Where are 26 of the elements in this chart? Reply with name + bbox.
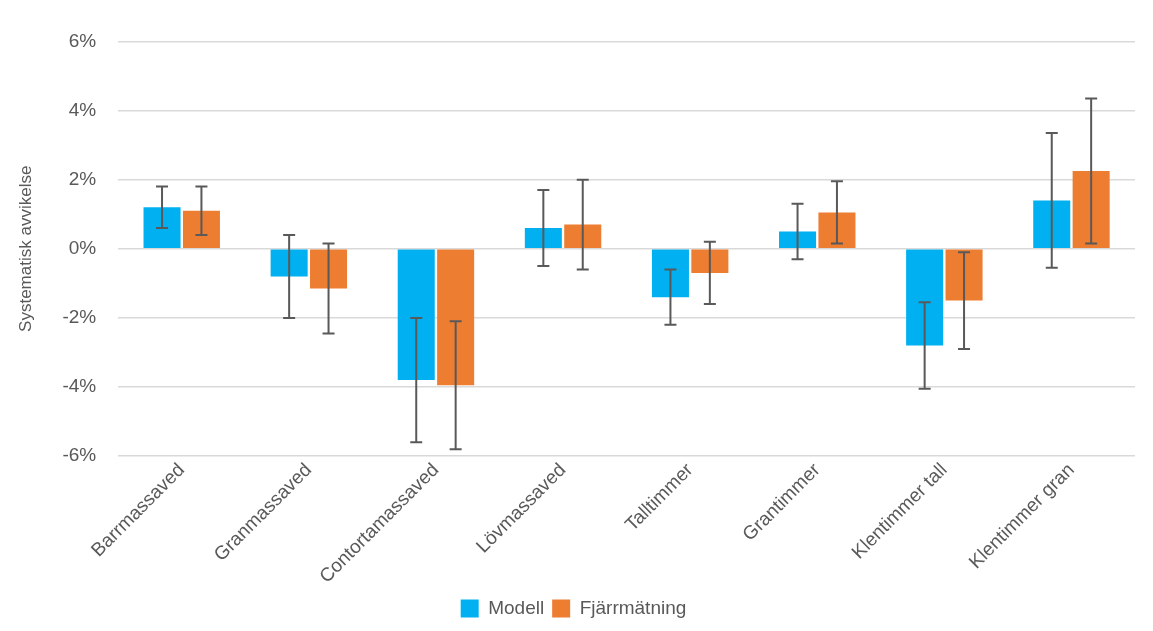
bar xyxy=(524,228,562,249)
bar xyxy=(564,224,602,249)
bar xyxy=(691,249,729,273)
bar xyxy=(437,249,475,386)
bar xyxy=(818,212,856,249)
y-tick-label: -4% xyxy=(62,375,97,397)
bar xyxy=(1072,171,1110,249)
y-tick-label: 4% xyxy=(68,98,97,120)
bar xyxy=(906,249,944,346)
y-axis-title: Systematisk avvikelse xyxy=(15,165,35,332)
y-tick-label: 6% xyxy=(68,29,97,51)
bar xyxy=(651,249,689,298)
bar xyxy=(182,210,220,249)
bar xyxy=(1033,200,1071,249)
legend-label: Fjärrmätning xyxy=(579,596,687,618)
y-tick-label: 0% xyxy=(68,236,97,258)
bar xyxy=(270,249,308,277)
bar xyxy=(945,249,983,301)
bar xyxy=(143,207,181,249)
bar xyxy=(779,231,817,249)
bar xyxy=(310,249,348,289)
y-tick-label: -2% xyxy=(62,306,97,328)
bar xyxy=(397,249,435,381)
y-tick-label: -6% xyxy=(62,444,97,466)
legend-label: Modell xyxy=(488,596,545,618)
y-tick-label: 2% xyxy=(68,167,97,189)
